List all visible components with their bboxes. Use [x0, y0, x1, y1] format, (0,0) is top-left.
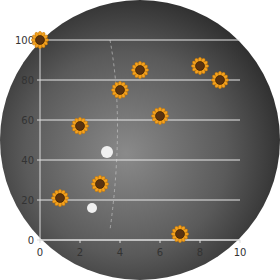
x-tick-label: 4 [117, 247, 123, 258]
point [171, 225, 188, 242]
x-tick [200, 240, 201, 243]
x-tick [80, 240, 81, 243]
point [71, 117, 88, 134]
grid-line [40, 80, 240, 81]
background [0, 0, 280, 280]
y-tick-label: 80 [21, 75, 34, 86]
x-tick-label: 6 [157, 247, 163, 258]
grid-line [40, 200, 240, 201]
x-axis [40, 240, 240, 241]
x-tick [40, 240, 41, 243]
grid-line [40, 40, 240, 41]
point [111, 81, 128, 98]
y-tick-label: 20 [21, 195, 34, 206]
point [211, 71, 228, 88]
x-tick [160, 240, 161, 243]
grid-line [40, 240, 240, 241]
y-tick-label: 100 [15, 35, 34, 46]
y-tick-label: 60 [21, 115, 34, 126]
y-tick [37, 120, 40, 121]
grid-line [40, 160, 240, 161]
y-tick-label: 40 [21, 155, 34, 166]
y-tick-label: 0 [28, 235, 34, 246]
chart: 0 20 40 60 80 100 0 2 4 6 8 10 [0, 0, 280, 280]
point [51, 189, 68, 206]
x-tick [240, 240, 241, 243]
y-tick [37, 160, 40, 161]
grid-line [40, 120, 240, 121]
x-tick-label: 0 [37, 247, 43, 258]
point [91, 175, 108, 192]
background-structure [110, 40, 118, 230]
y-tick [37, 80, 40, 81]
x-tick [120, 240, 121, 243]
x-tick-label: 10 [234, 247, 247, 258]
y-tick [37, 200, 40, 201]
points [31, 31, 228, 242]
x-tick-label: 2 [77, 247, 83, 258]
background-structure [87, 203, 97, 213]
y-axis [40, 40, 41, 240]
background-structure [101, 146, 113, 158]
point [131, 61, 148, 78]
point [31, 31, 48, 48]
x-tick-label: 8 [197, 247, 203, 258]
point [151, 107, 168, 124]
point [191, 57, 208, 74]
